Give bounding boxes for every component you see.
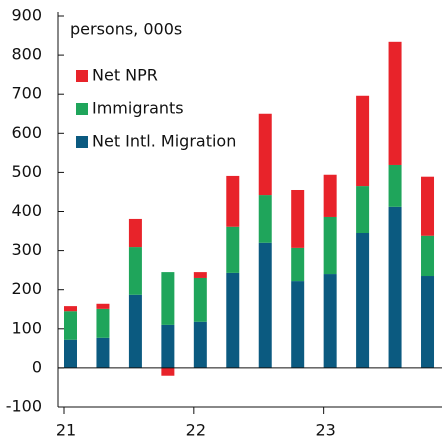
bar-segment xyxy=(258,242,272,368)
bar-segment xyxy=(161,367,175,376)
bar-segment xyxy=(193,321,207,368)
y-tick-label: 0 xyxy=(32,357,42,376)
y-tick-label: 200 xyxy=(11,279,42,298)
y-tick-label: 300 xyxy=(11,240,42,259)
annotation: persons, 000s xyxy=(70,20,182,39)
bar-segment xyxy=(64,339,77,368)
y-tick-label: 800 xyxy=(11,45,42,64)
bar-segment xyxy=(128,247,142,295)
bar-segment xyxy=(323,174,337,217)
bar-segment xyxy=(226,226,240,273)
bar-segment xyxy=(161,272,175,325)
bar-segment xyxy=(128,294,142,368)
bar-segment xyxy=(226,175,240,227)
bar-segment xyxy=(388,164,402,207)
legend-label: Net Intl. Migration xyxy=(92,132,236,151)
x-tick-label: 22 xyxy=(186,421,206,440)
bar-segment xyxy=(291,189,305,248)
bar-segment xyxy=(388,41,402,165)
legend-swatch xyxy=(76,103,88,115)
x-tick-label: 23 xyxy=(315,421,335,440)
y-tick-label: 600 xyxy=(11,123,42,142)
x-tick-label: 21 xyxy=(56,421,76,440)
bar-segment xyxy=(193,277,207,322)
bar-segment xyxy=(193,272,207,278)
bar-segment xyxy=(64,311,77,340)
bar-segment xyxy=(291,281,305,368)
bar-segment xyxy=(388,206,402,368)
bar-segment xyxy=(226,272,240,368)
bar-segment xyxy=(421,235,435,277)
bar-segment xyxy=(323,274,337,368)
y-tick-label: 700 xyxy=(11,84,42,103)
bar-segment xyxy=(421,276,435,368)
bar-segment xyxy=(96,337,110,368)
legend-label: Net NPR xyxy=(92,66,158,85)
y-tick-label: 100 xyxy=(11,318,42,337)
legend-swatch xyxy=(76,70,88,82)
bar-segment xyxy=(161,324,175,368)
y-tick-label: 500 xyxy=(11,162,42,181)
bar-segment xyxy=(323,216,337,275)
y-tick-label: 400 xyxy=(11,201,42,220)
bar-segment xyxy=(291,247,305,282)
y-tick-label: -100 xyxy=(6,397,42,416)
bar-segment xyxy=(356,233,370,368)
bar-segment xyxy=(356,95,370,187)
bar-segment xyxy=(96,303,110,309)
bar-segment xyxy=(258,195,272,243)
bar-segment xyxy=(258,113,272,196)
bar-segment xyxy=(421,176,435,236)
y-tick-label: 900 xyxy=(11,6,42,25)
bar-segment xyxy=(96,308,110,338)
bar-segment xyxy=(356,186,370,234)
legend-label: Immigrants xyxy=(92,99,184,118)
bar-segment xyxy=(128,218,142,248)
bar-segment xyxy=(64,306,77,312)
legend-swatch xyxy=(76,136,88,148)
